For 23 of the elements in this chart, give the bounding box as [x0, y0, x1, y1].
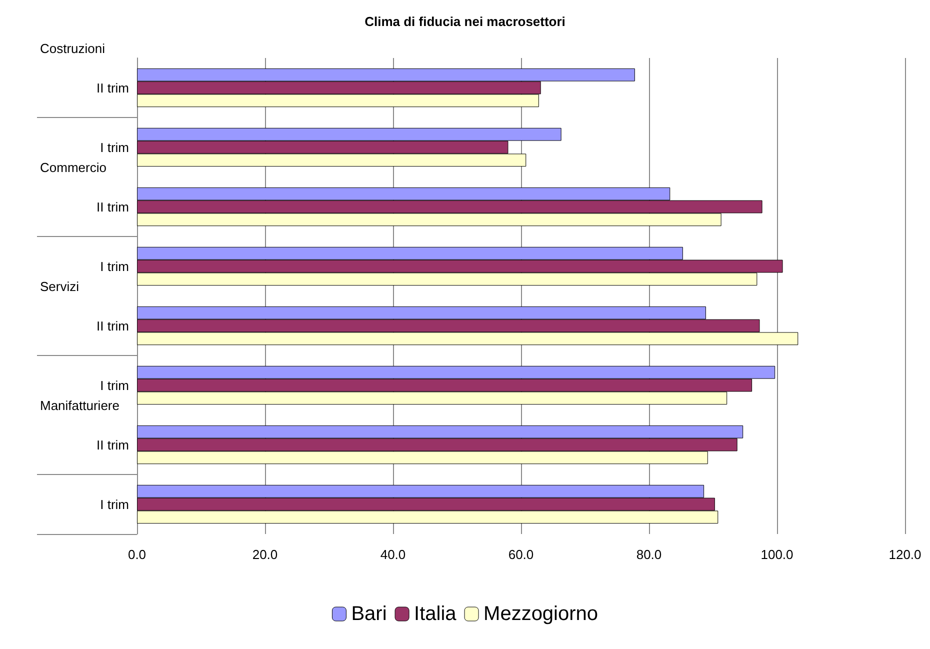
- legend-label: Italia: [414, 603, 458, 625]
- legend-label: Bari: [351, 603, 387, 625]
- chart-title: Clima di fiducia nei macrosettori: [364, 14, 566, 29]
- x-tick-label: 100.0: [760, 547, 794, 562]
- x-tick-label: 120.0: [888, 547, 922, 562]
- x-tick-label: 0.0: [128, 547, 146, 562]
- y-tick-label: I trim: [100, 140, 129, 155]
- x-tick-label: 40.0: [380, 547, 406, 562]
- legend-label: Mezzogiorno: [484, 603, 598, 625]
- text: Manifatturiere: [40, 398, 120, 413]
- text: Commercio: [40, 160, 106, 175]
- text: Costruzioni: [40, 41, 106, 56]
- y-tick-label: I trim: [100, 496, 129, 512]
- y-tick-label: I trim: [100, 258, 129, 274]
- text: Servizi: [40, 279, 80, 294]
- x-tick-label: 80.0: [636, 547, 662, 562]
- y-tick-label: II trim: [96, 80, 129, 96]
- y-tick-label: II trim: [96, 318, 129, 334]
- x-tick-label: 60.0: [508, 547, 534, 562]
- x-tick-label: 20.0: [252, 547, 278, 562]
- y-tick-label: II trim: [96, 437, 129, 452]
- y-tick-label: I trim: [100, 378, 129, 393]
- y-tick-label: II trim: [96, 199, 129, 214]
